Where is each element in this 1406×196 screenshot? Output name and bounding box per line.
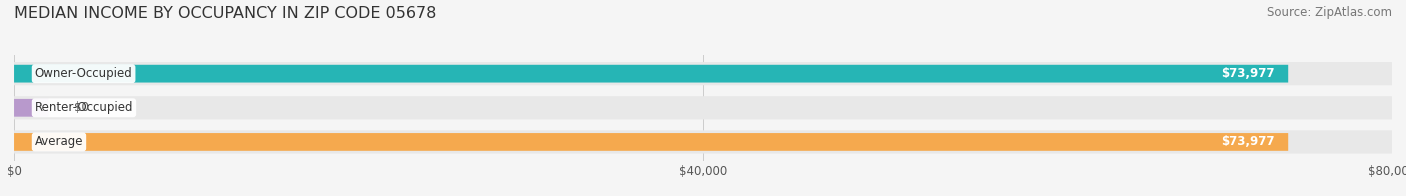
FancyBboxPatch shape xyxy=(14,96,1392,119)
Text: $0: $0 xyxy=(75,101,89,114)
FancyBboxPatch shape xyxy=(14,133,1288,151)
Text: Renter-Occupied: Renter-Occupied xyxy=(35,101,134,114)
FancyBboxPatch shape xyxy=(14,65,1288,83)
FancyBboxPatch shape xyxy=(14,130,1392,153)
Text: $73,977: $73,977 xyxy=(1220,135,1274,148)
Text: MEDIAN INCOME BY OCCUPANCY IN ZIP CODE 05678: MEDIAN INCOME BY OCCUPANCY IN ZIP CODE 0… xyxy=(14,6,436,21)
FancyBboxPatch shape xyxy=(14,62,1392,85)
Text: Owner-Occupied: Owner-Occupied xyxy=(35,67,132,80)
FancyBboxPatch shape xyxy=(14,99,48,117)
Text: Source: ZipAtlas.com: Source: ZipAtlas.com xyxy=(1267,6,1392,19)
Text: Average: Average xyxy=(35,135,83,148)
Text: $73,977: $73,977 xyxy=(1220,67,1274,80)
